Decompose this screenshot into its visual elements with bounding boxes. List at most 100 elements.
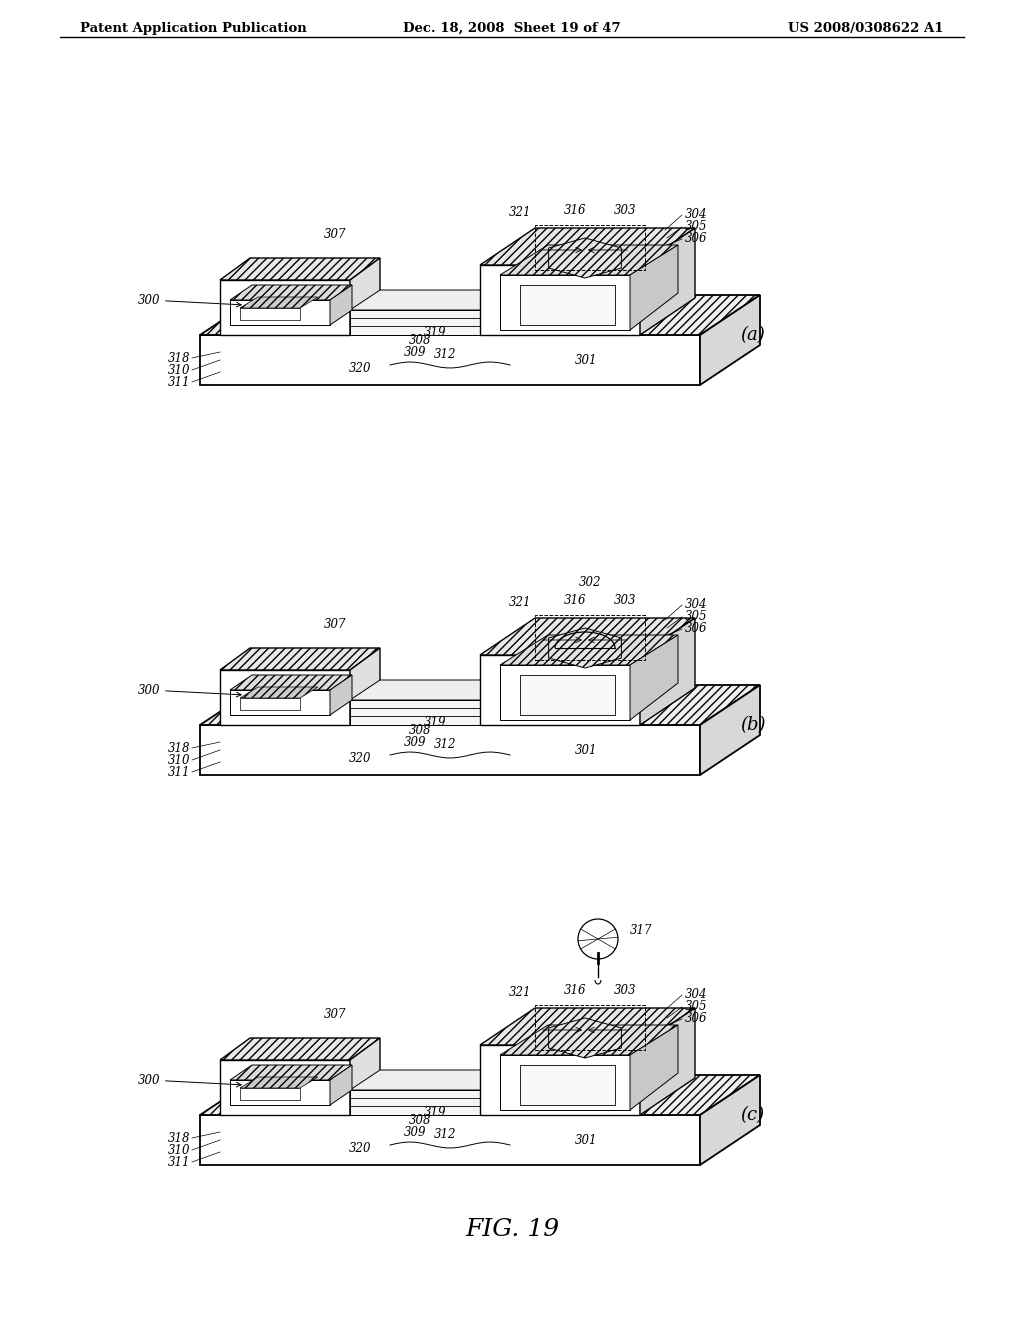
Polygon shape (630, 246, 678, 330)
Text: 309: 309 (403, 346, 426, 359)
Text: US 2008/0308622 A1: US 2008/0308622 A1 (788, 22, 944, 36)
Text: 310: 310 (168, 363, 190, 376)
Polygon shape (350, 310, 480, 335)
Text: 320: 320 (349, 751, 372, 764)
Polygon shape (200, 1115, 700, 1166)
Polygon shape (640, 228, 695, 335)
Text: 305: 305 (685, 220, 708, 234)
Polygon shape (630, 1026, 678, 1110)
Polygon shape (700, 294, 760, 385)
Text: 300: 300 (137, 1073, 241, 1086)
Polygon shape (240, 297, 318, 308)
Text: 305: 305 (685, 1001, 708, 1014)
Text: 310: 310 (168, 1143, 190, 1156)
Polygon shape (230, 690, 330, 715)
Text: 310: 310 (168, 754, 190, 767)
Polygon shape (640, 1008, 695, 1115)
Polygon shape (200, 685, 760, 725)
Polygon shape (480, 1045, 640, 1115)
Text: 316: 316 (564, 203, 587, 216)
Text: 320: 320 (349, 1142, 372, 1155)
Text: 318: 318 (168, 351, 190, 364)
Text: 307: 307 (324, 228, 346, 242)
Polygon shape (480, 655, 640, 725)
Text: 303: 303 (613, 203, 636, 216)
Polygon shape (480, 228, 695, 265)
Text: 311: 311 (168, 1155, 190, 1168)
Polygon shape (480, 265, 640, 335)
Polygon shape (640, 618, 695, 725)
Text: 317: 317 (630, 924, 652, 936)
Text: 318: 318 (168, 1131, 190, 1144)
Text: FIG. 19: FIG. 19 (465, 1218, 559, 1242)
Polygon shape (330, 675, 352, 715)
Text: 311: 311 (168, 766, 190, 779)
Text: 301: 301 (575, 354, 597, 367)
Polygon shape (549, 1018, 622, 1059)
Polygon shape (500, 246, 678, 275)
Polygon shape (549, 238, 622, 279)
Text: 301: 301 (575, 1134, 597, 1147)
Polygon shape (200, 725, 700, 775)
Polygon shape (350, 1071, 510, 1090)
Polygon shape (200, 335, 700, 385)
Polygon shape (500, 665, 630, 719)
Polygon shape (500, 275, 630, 330)
Text: 312: 312 (434, 738, 457, 751)
Text: (a): (a) (740, 326, 765, 345)
Polygon shape (240, 698, 300, 710)
Polygon shape (240, 308, 300, 319)
Polygon shape (230, 1080, 330, 1105)
Polygon shape (630, 635, 678, 719)
Text: 316: 316 (564, 983, 587, 997)
Text: 319: 319 (424, 1106, 446, 1118)
Text: 318: 318 (168, 742, 190, 755)
Text: 302: 302 (579, 576, 601, 589)
Polygon shape (350, 290, 510, 310)
Polygon shape (200, 1074, 760, 1115)
Text: 312: 312 (434, 1129, 457, 1142)
Text: 307: 307 (324, 1008, 346, 1022)
Text: 321: 321 (509, 206, 531, 219)
Text: 320: 320 (349, 362, 372, 375)
Polygon shape (500, 1026, 678, 1055)
Polygon shape (350, 1090, 480, 1115)
Text: 319: 319 (424, 715, 446, 729)
Polygon shape (220, 671, 350, 725)
Polygon shape (700, 685, 760, 775)
Text: 300: 300 (137, 684, 241, 697)
Text: 303: 303 (613, 983, 636, 997)
Polygon shape (549, 628, 622, 668)
Text: 304: 304 (685, 989, 708, 1002)
Polygon shape (230, 285, 352, 300)
Polygon shape (700, 1074, 760, 1166)
Polygon shape (480, 618, 695, 655)
Text: 304: 304 (685, 209, 708, 222)
Text: 307: 307 (324, 619, 346, 631)
Text: (b): (b) (740, 715, 766, 734)
Polygon shape (220, 257, 380, 280)
Polygon shape (520, 675, 615, 715)
Polygon shape (230, 300, 330, 325)
Polygon shape (350, 1038, 380, 1115)
Text: 300: 300 (137, 293, 241, 308)
Text: 305: 305 (685, 610, 708, 623)
Text: 301: 301 (575, 743, 597, 756)
Polygon shape (240, 1077, 318, 1088)
Polygon shape (220, 1060, 350, 1115)
Polygon shape (230, 675, 352, 690)
Text: Patent Application Publication: Patent Application Publication (80, 22, 307, 36)
Text: 308: 308 (409, 1114, 431, 1126)
Polygon shape (200, 294, 760, 335)
Polygon shape (500, 1055, 630, 1110)
Polygon shape (230, 1065, 352, 1080)
Text: 319: 319 (424, 326, 446, 338)
Text: 311: 311 (168, 375, 190, 388)
Text: Dec. 18, 2008  Sheet 19 of 47: Dec. 18, 2008 Sheet 19 of 47 (403, 22, 621, 36)
Text: 309: 309 (403, 1126, 426, 1138)
Polygon shape (220, 280, 350, 335)
Text: 308: 308 (409, 723, 431, 737)
Polygon shape (330, 1065, 352, 1105)
Polygon shape (350, 680, 510, 700)
Text: 306: 306 (685, 1012, 708, 1026)
